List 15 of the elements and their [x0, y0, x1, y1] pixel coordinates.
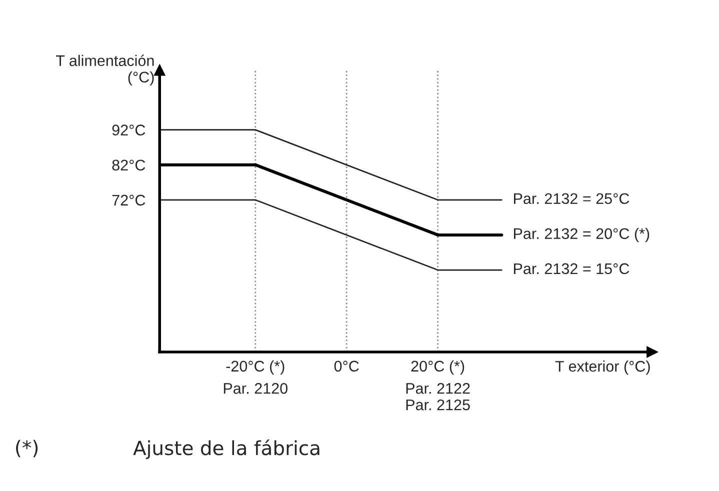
x-tick-label: 0°C	[334, 360, 359, 372]
x-axis-title: T exterior (°C)	[555, 360, 650, 375]
series-label: Par. 2132 = 25°C	[514, 193, 630, 204]
text: Par. 2120	[224, 383, 288, 394]
y-tick-label: 92°C	[112, 124, 146, 136]
text: Par. 2122 Par. 2125	[406, 383, 470, 410]
text: (*)	[16, 440, 38, 458]
series-label: Par. 2132 = 20°C (*)	[514, 228, 650, 242]
series-label: Par. 2132 = 15°C	[514, 263, 630, 274]
x-tick-label: -20°C (*)	[226, 360, 284, 375]
y-tick-label: 72°C	[112, 194, 146, 206]
x-tick-label: 20°C (*)	[411, 360, 464, 375]
text: Ajuste de la fábrica	[133, 439, 320, 460]
y-axis-title: T alimentación (°C)	[56, 54, 154, 86]
y-tick-label: 82°C	[112, 160, 146, 171]
